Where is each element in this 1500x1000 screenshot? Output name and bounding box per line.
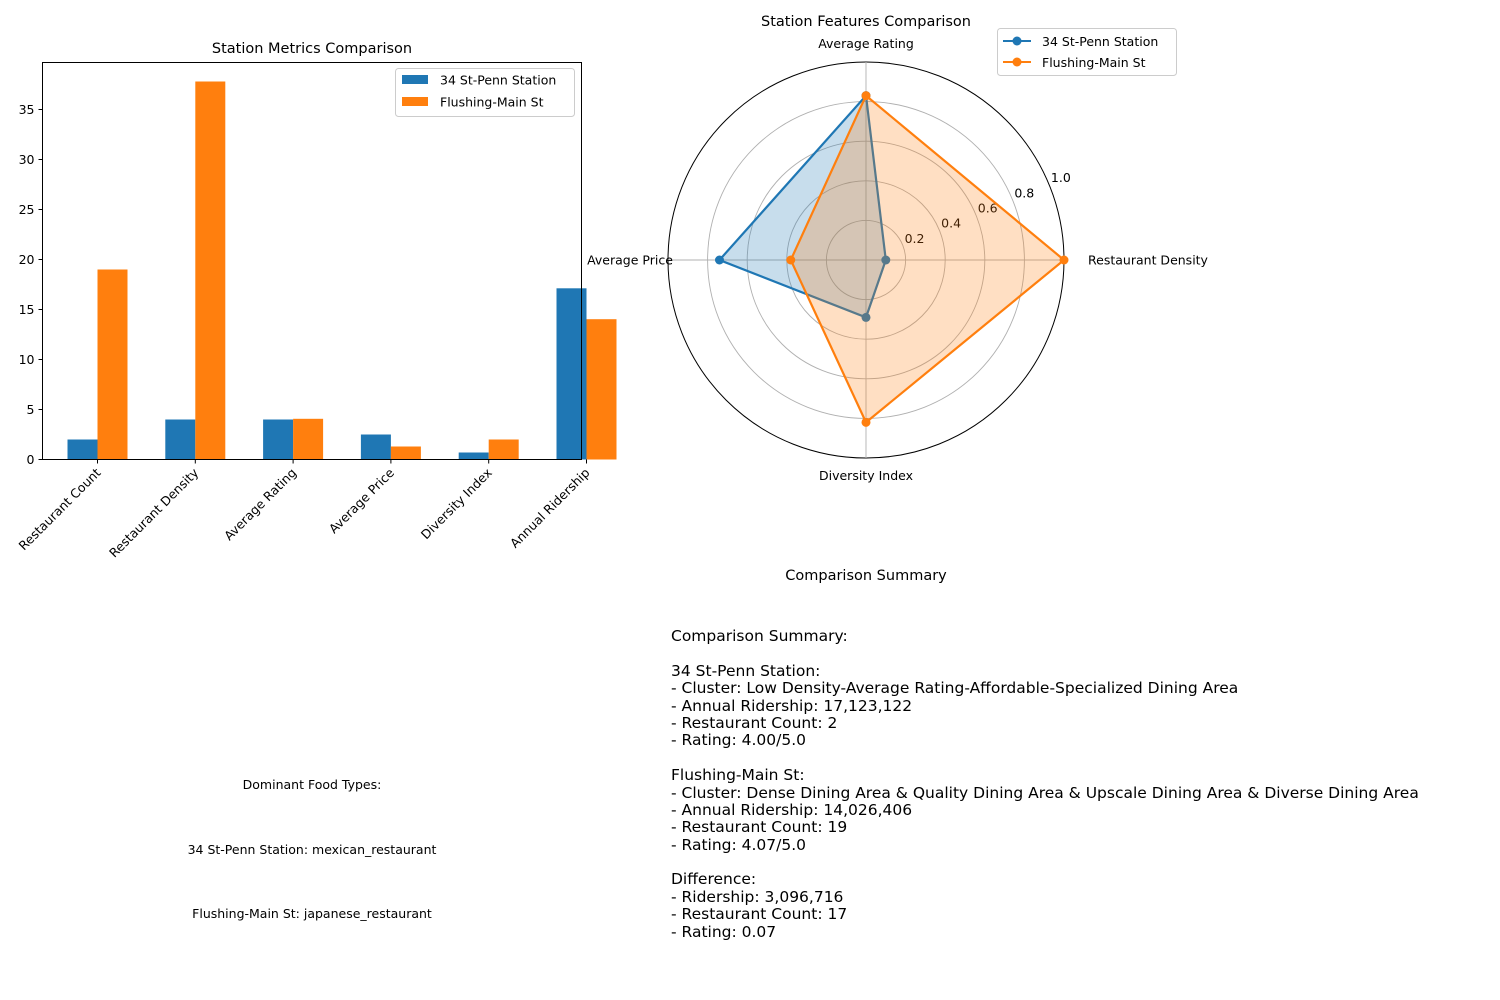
summary-line: - Restaurant Count: 19: [671, 818, 848, 837]
y-tick-label: 10: [19, 352, 35, 367]
bar-legend: 34 St-Penn Station Flushing-Main St: [395, 68, 575, 117]
bar-x-axis: Restaurant Count Restaurant Density Averag…: [16, 459, 593, 561]
bar-chart: Station Metrics Comparison 0 5 10 15 20 25 30 3…: [16, 41, 617, 560]
x-tick-label: Average Price: [326, 465, 397, 536]
y-tick-label: 20: [19, 252, 35, 267]
summary-line: - Cluster: Low Density-Average Rating-Af…: [671, 679, 1239, 698]
radar-r-tick-label: 0.6: [978, 201, 998, 216]
radar-axis-label: Average Price: [587, 253, 673, 268]
summary-line: Difference:: [671, 870, 757, 889]
radar-point: [881, 255, 891, 265]
bar-legend-label-penn: 34 St-Penn Station: [440, 73, 556, 88]
summary-line: - Annual Ridership: 14,026,406: [671, 800, 913, 819]
x-tick-label: Restaurant Density: [106, 465, 202, 561]
radar-point: [861, 312, 871, 322]
bar-legend-box: [395, 68, 575, 117]
y-tick-label: 5: [27, 402, 35, 417]
summary-line: - Restaurant Count: 2: [671, 713, 838, 732]
bar-penn: [263, 419, 294, 460]
radar-series: [714, 91, 1069, 427]
bar-chart-title: Station Metrics Comparison: [212, 41, 412, 57]
x-tick-label: Annual Ridership: [507, 465, 593, 551]
summary-line: - Rating: 0.07: [671, 922, 777, 941]
bar-flushing: [488, 439, 519, 460]
x-tick-label: Restaurant Count: [16, 465, 104, 553]
radar-axis-label: Diversity Index: [819, 468, 913, 483]
radar-r-tick-label: 0.4: [941, 216, 961, 231]
y-tick-label: 0: [27, 452, 35, 467]
bar-y-axis: 0 5 10 15 20 25 30 35: [19, 102, 43, 467]
y-tick-label: 30: [19, 152, 35, 167]
radar-chart: Station Features Comparison 0.2 0.4 0.6 0.8…: [587, 14, 1208, 483]
bar-flushing: [195, 81, 226, 460]
bar-penn: [165, 419, 196, 460]
radar-area-flushing: [790, 95, 1064, 423]
bar-penn: [67, 439, 98, 460]
radar-labels: Restaurant Density Average Rating Average …: [587, 36, 1208, 483]
radar-point: [861, 91, 871, 101]
food-type-line: 34 St-Penn Station: mexican_restaurant: [187, 841, 437, 857]
food-types-heading: Dominant Food Types:: [242, 777, 382, 792]
bar-plot-area: [67, 81, 617, 460]
summary-title: Comparison Summary: [785, 568, 947, 584]
food-type-line: Flushing-Main St: japanese_restaurant: [192, 906, 432, 921]
radar-r-tick-label: 1.0: [1051, 170, 1071, 185]
summary-line: - Restaurant Count: 17: [671, 905, 848, 924]
dominant-food-types: Dominant Food Types: 34 St-Penn Station:…: [112, 745, 512, 955]
bar-penn: [458, 452, 489, 460]
bar-plot-frame: [42, 62, 582, 460]
y-tick-label: 25: [19, 202, 35, 217]
radar-legend-box: [997, 28, 1177, 76]
summary-line: - Rating: 4.00/5.0: [671, 731, 807, 750]
summary-line: - Ridership: 3,096,716: [671, 887, 844, 906]
radar-r-tick-label: 0.8: [1014, 185, 1034, 200]
bar-flushing: [390, 446, 421, 460]
radar-legend-label-penn: 34 St-Penn Station: [1042, 34, 1158, 49]
radar-axis-label: Average Rating: [818, 36, 914, 51]
radar-point: [1059, 255, 1069, 265]
bar-flushing: [293, 418, 324, 460]
summary-line: Comparison Summary:: [671, 627, 848, 645]
radar-point: [714, 255, 724, 265]
summary-line: - Annual Ridership: 17,123,122: [671, 696, 913, 715]
comparison-summary-text: Comparison Summary: 34 St-Penn Station: - …: [671, 627, 1419, 941]
radar-chart-title: Station Features Comparison: [761, 14, 971, 30]
bar-legend-swatch-flushing: [402, 97, 428, 106]
summary-line: [671, 750, 1419, 767]
summary-line: [671, 645, 1419, 662]
y-tick-label: 15: [19, 302, 35, 317]
radar-area-penn: [719, 95, 886, 318]
summary-line: - Cluster: Dense Dining Area & Quality D…: [671, 783, 1419, 802]
bar-legend-swatch-penn: [402, 75, 428, 84]
radar-r-tick-label: 0.2: [905, 231, 925, 246]
y-tick-label: 35: [19, 102, 35, 117]
radar-legend-label-flushing: Flushing-Main St: [1042, 55, 1146, 70]
bar-legend-label-flushing: Flushing-Main St: [440, 95, 544, 110]
bar-penn: [360, 434, 391, 460]
summary-line: [671, 854, 1419, 871]
summary-line: - Rating: 4.07/5.0: [671, 835, 807, 854]
radar-point: [786, 255, 796, 265]
bar-flushing: [97, 269, 128, 460]
bar-flushing: [586, 319, 617, 460]
x-tick-label: Average Rating: [221, 465, 299, 543]
radar-legend-marker-flushing: [1012, 57, 1022, 67]
radar-legend: 34 St-Penn Station Flushing-Main St: [997, 28, 1177, 76]
radar-point: [861, 417, 871, 427]
summary-line: 34 St-Penn Station:: [671, 661, 821, 680]
summary-line: Flushing-Main St:: [671, 766, 805, 785]
radar-axis-label: Restaurant Density: [1088, 253, 1209, 268]
radar-legend-marker-penn: [1012, 36, 1022, 46]
x-tick-label: Diversity Index: [418, 465, 495, 542]
